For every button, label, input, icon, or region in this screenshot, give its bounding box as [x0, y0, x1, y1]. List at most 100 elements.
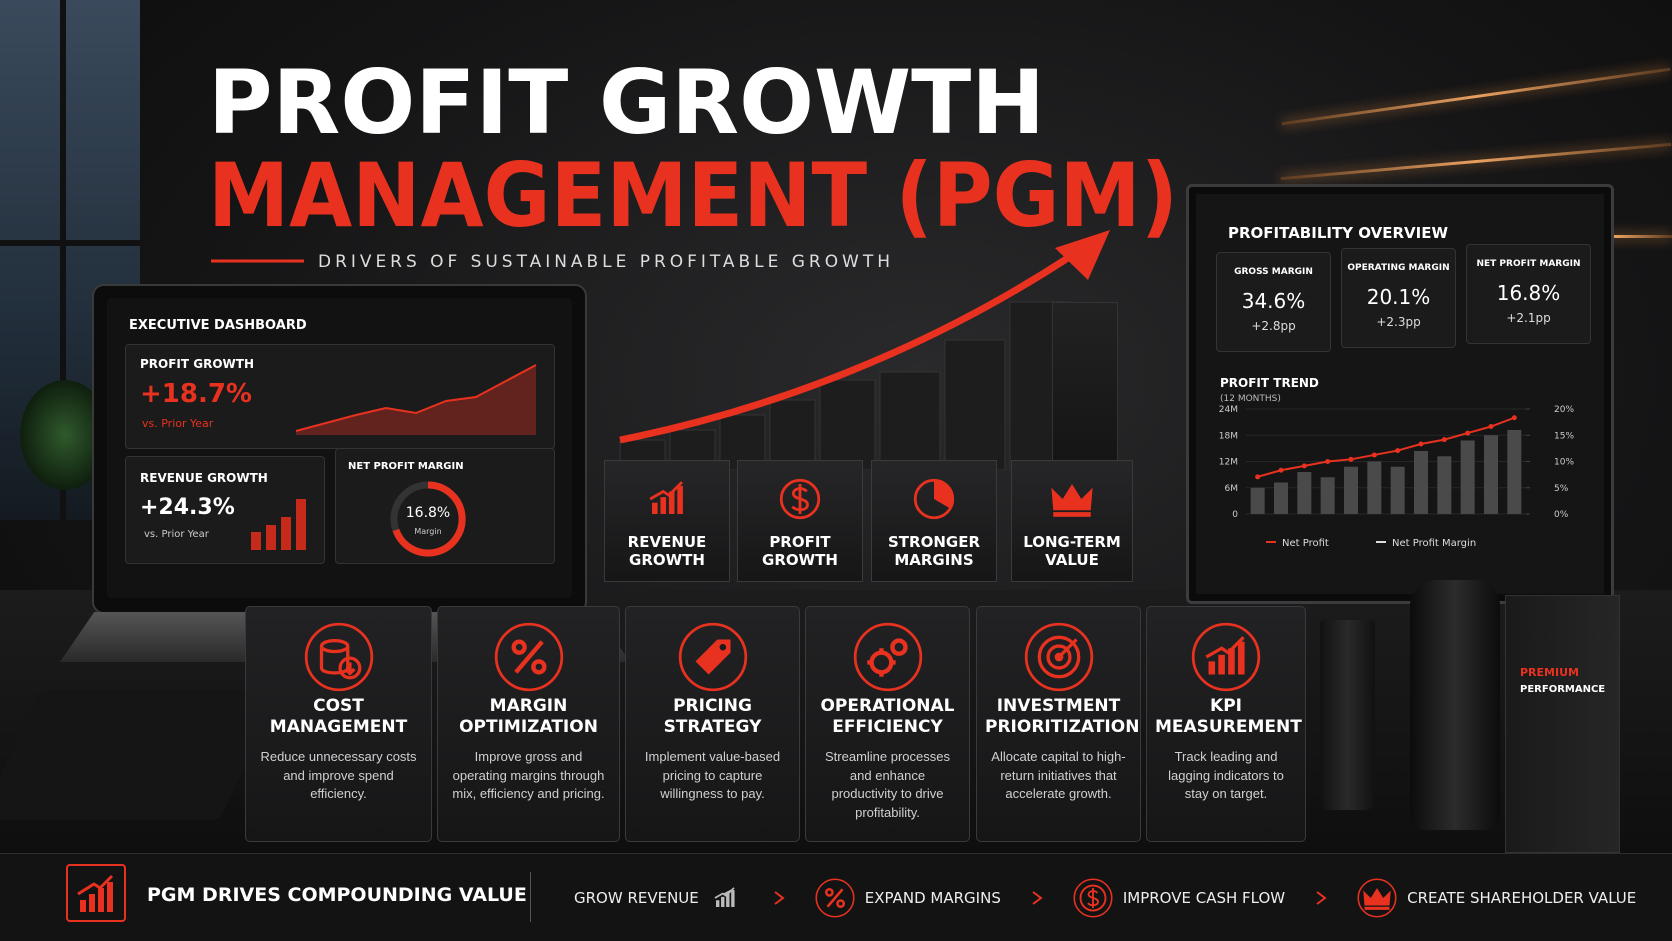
- icon-shape: [853, 622, 922, 692]
- icon-shape: [824, 888, 834, 897]
- icon-shape: [1208, 661, 1216, 675]
- y-tick-label: 12M: [1219, 458, 1238, 468]
- dashboard: EXECUTIVE DASHBOARD PROFIT GROWTH +18.7%…: [107, 298, 572, 598]
- bar: [1250, 487, 1265, 514]
- icon-shape: [866, 648, 896, 677]
- icon: [714, 887, 735, 907]
- point: [1278, 467, 1284, 473]
- divider: [530, 872, 531, 922]
- card-text: Allocate capital to high-return initiati…: [991, 749, 1126, 801]
- kpi-tile: GROSS MARGIN 34.6% +2.8pp: [1216, 252, 1331, 352]
- point: [1371, 452, 1377, 458]
- icon-shape: [719, 643, 726, 651]
- chevron: [1316, 891, 1327, 905]
- icon-shape: [1191, 622, 1261, 692]
- icon: [1191, 622, 1261, 692]
- step-label: CREATE SHAREHOLDER VALUE: [1407, 889, 1637, 907]
- title-block: PROFIT GROWTH MANAGEMENT (PGM) DRIVERS O…: [208, 51, 1178, 272]
- icon-shape: [815, 878, 855, 918]
- kpi-tile: OPERATING MARGIN 20.1% +2.3pp: [1341, 248, 1456, 348]
- bottle: [1410, 580, 1500, 830]
- icon-shape: [1238, 641, 1245, 675]
- panel: REVENUE GROWTH +24.3% vs. Prior Year: [125, 456, 325, 564]
- mini-chart: [295, 364, 537, 435]
- bar: [1414, 451, 1428, 514]
- step-label: EXPAND MARGINS: [864, 889, 1001, 907]
- pillar: LONG-TERM VALUE: [1011, 460, 1133, 582]
- dashboard-title: EXECUTIVE DASHBOARD: [129, 318, 307, 333]
- icon-shape: [1024, 622, 1093, 692]
- bar: [1274, 482, 1288, 514]
- shelf-light: [1560, 235, 1672, 238]
- icon-shape: [826, 888, 844, 908]
- chevron: [1032, 891, 1043, 905]
- subtitle: DRIVERS OF SUSTAINABLE PROFITABLE GROWTH: [318, 252, 890, 272]
- icon-shape: [678, 622, 747, 692]
- panel: PROFIT GROWTH +18.7% vs. Prior Year: [125, 344, 555, 449]
- icon: [678, 622, 747, 692]
- point: [1255, 474, 1261, 480]
- icon: [779, 478, 821, 520]
- step-label: IMPROVE CASH FLOW: [1122, 889, 1286, 907]
- tube: [1320, 620, 1375, 810]
- icon-shape: [934, 480, 953, 509]
- card-title: INVESTMENT PRIORITIZATION: [985, 696, 1140, 737]
- point: [1348, 456, 1354, 462]
- card-title: PRICING STRATEGY: [663, 696, 762, 737]
- kpi-change: +2.3pp: [1376, 315, 1421, 329]
- y-tick-label: 24M: [1219, 405, 1238, 415]
- bar: [1344, 466, 1358, 514]
- mini-bars: [251, 499, 306, 550]
- icon-shape: [1364, 906, 1390, 910]
- icon-shape: [1218, 654, 1225, 675]
- card-title: KPI MEASUREMENT: [1155, 696, 1302, 737]
- bar: [1320, 477, 1335, 514]
- icon-shape: [1079, 884, 1107, 912]
- growth-graphic: [619, 230, 1110, 470]
- footer: PGM DRIVES COMPOUNDING VALUE GROW REVENU…: [0, 853, 1672, 941]
- icon-shape: [319, 646, 349, 675]
- product-box: PREMIUM PERFORMANCE: [1505, 595, 1620, 853]
- icon-shape: [304, 622, 373, 692]
- icon-shape: [1045, 644, 1072, 670]
- card-text: Reduce unnecessary costs and improve spe…: [260, 749, 417, 801]
- y-tick-label: 0: [1232, 510, 1238, 520]
- icon-shape: [1363, 888, 1391, 906]
- y-tick-label: 18M: [1219, 431, 1238, 441]
- bar: [1460, 440, 1475, 514]
- pillar-label: PROFIT GROWTH: [762, 533, 838, 569]
- gauge-note: Margin: [414, 527, 442, 536]
- panel: NET PROFIT MARGIN 16.8% Margin: [335, 448, 555, 564]
- point: [1465, 430, 1471, 436]
- icon: [1024, 622, 1093, 692]
- trend-subtitle: (12 MONTHS): [1220, 394, 1281, 404]
- icon-shape: [513, 640, 544, 674]
- icon-shape: [530, 659, 546, 675]
- card-title: MARGIN OPTIMIZATION: [459, 696, 598, 737]
- shelf-light: [1280, 142, 1672, 181]
- legend-label: Net Profit Margin: [1392, 538, 1476, 549]
- growth-bar: [1052, 302, 1118, 472]
- icon: [494, 622, 563, 692]
- icon-shape: [868, 650, 893, 675]
- icon-shape: [1087, 888, 1099, 908]
- pillar-label: REVENUE GROWTH: [627, 533, 707, 569]
- point: [1488, 424, 1494, 429]
- gauge: [390, 481, 466, 557]
- icon-shape: [652, 502, 658, 514]
- icon-shape: [1208, 641, 1245, 675]
- icon-shape: [494, 622, 563, 692]
- monitor-screen: PROFITABILITY OVERVIEW GROSS MARGIN 34.6%…: [1196, 194, 1604, 594]
- kpi-value: 16.8%: [1496, 281, 1561, 305]
- kpi-tile: NET PROFIT MARGIN 16.8% +2.1pp: [1466, 244, 1591, 344]
- icon-shape: [1073, 878, 1113, 918]
- icon-shape: [337, 656, 361, 680]
- legend-label: Net Profit: [1282, 538, 1329, 549]
- icon-shape: [695, 639, 730, 675]
- point: [1325, 459, 1331, 464]
- icon-shape: [319, 638, 349, 654]
- point: [1441, 437, 1447, 443]
- card: COST MANAGEMENT Reduce unnecessary costs …: [245, 606, 432, 842]
- card: INVESTMENT PRIORITIZATION Allocate capita…: [976, 606, 1141, 842]
- y-tick-label: 6M: [1225, 484, 1239, 494]
